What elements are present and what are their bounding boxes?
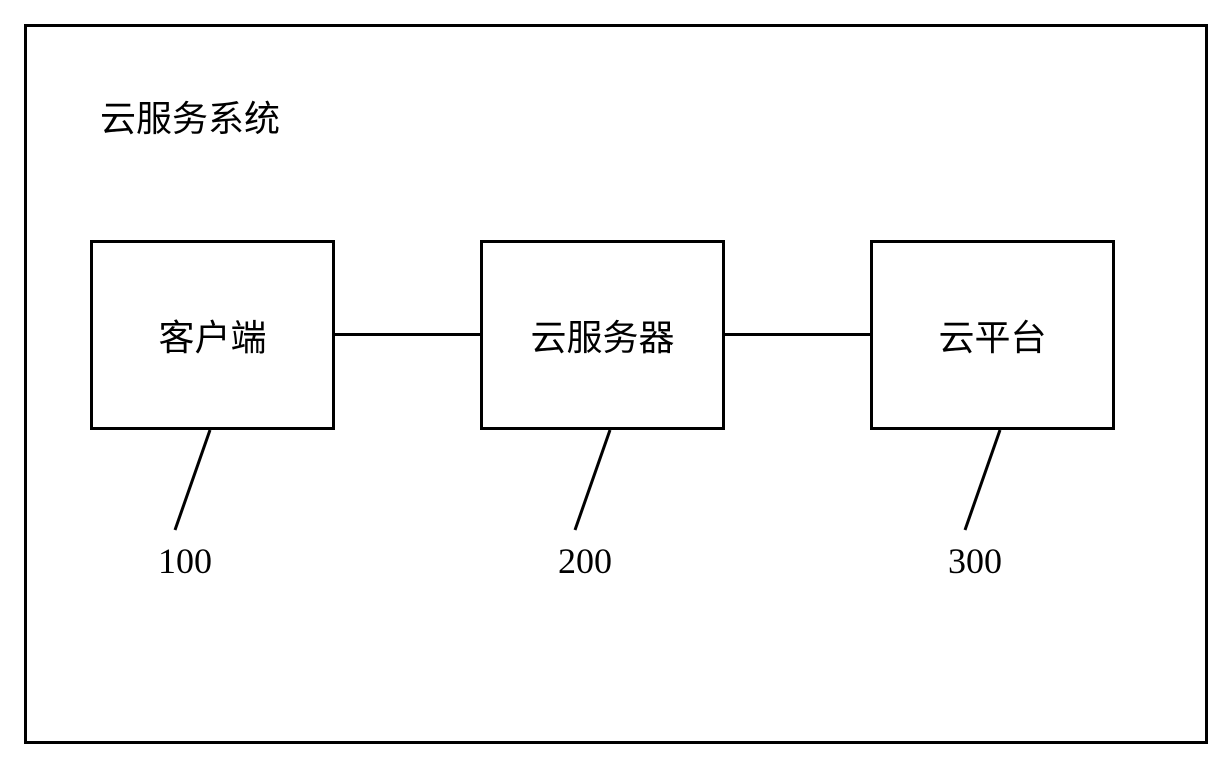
connector-client-server [335,333,480,336]
node-cloud-server: 云服务器 [480,240,725,430]
ref-number-cloud-platform: 300 [948,540,1002,582]
node-cloud-server-label: 云服务器 [530,309,674,361]
node-client-label: 客户端 [158,309,266,361]
diagram-title: 云服务系统 [100,90,280,142]
ref-number-cloud-server: 200 [558,540,612,582]
node-client: 客户端 [90,240,335,430]
node-cloud-platform-label: 云平台 [938,309,1046,361]
connector-server-platform [725,333,870,336]
node-cloud-platform: 云平台 [870,240,1115,430]
ref-number-client: 100 [158,540,212,582]
